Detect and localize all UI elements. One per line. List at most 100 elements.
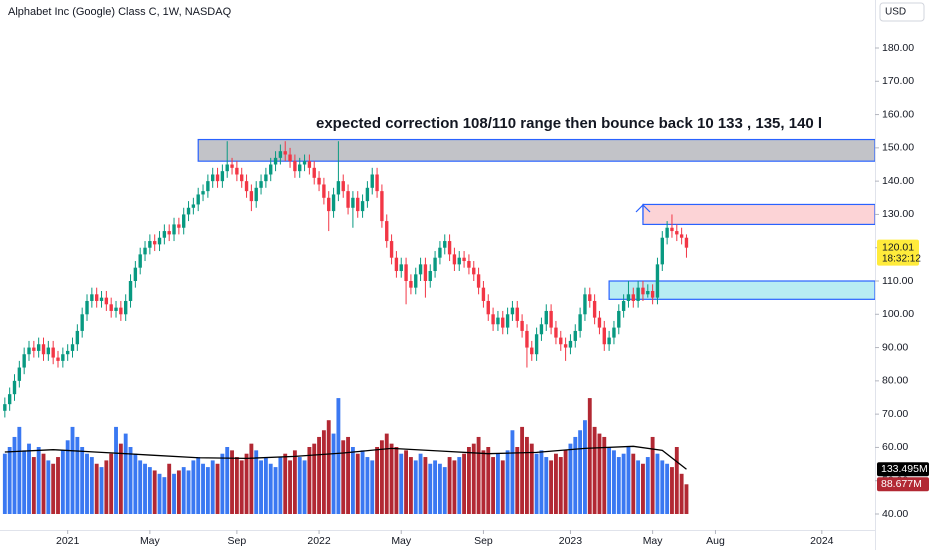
volume-bar	[268, 463, 273, 514]
volume-bar	[249, 443, 254, 514]
volume-bar	[152, 470, 157, 514]
candle-body	[365, 187, 370, 202]
volume-bar	[2, 453, 7, 514]
volume-bar	[539, 450, 544, 514]
volume-bar	[75, 436, 80, 514]
candle-body	[549, 310, 553, 328]
volume-bar	[109, 453, 114, 514]
zone	[608, 280, 875, 300]
y-tick-label: 90.00	[882, 341, 908, 353]
volume-bar	[379, 440, 384, 514]
currency-box[interactable]	[879, 2, 925, 22]
candle-body	[592, 300, 597, 318]
candle-body	[636, 287, 640, 301]
candle-body	[75, 330, 80, 345]
candle-body	[254, 187, 258, 202]
zone	[642, 203, 875, 226]
y-tick-label: 180.00	[882, 42, 914, 54]
volume-bar	[12, 436, 17, 514]
volume-bar	[225, 447, 230, 514]
candle-body	[46, 347, 51, 355]
volume-bar	[408, 457, 413, 514]
y-tick-label: 100.00	[882, 308, 914, 320]
candle-body	[230, 164, 234, 168]
candle-body	[298, 164, 302, 172]
volume-bar	[244, 453, 249, 514]
volume-bar	[621, 453, 626, 514]
candle-body	[259, 181, 263, 188]
volume-bar	[336, 398, 341, 514]
candle-body	[225, 164, 229, 172]
volume-bar	[70, 426, 75, 514]
volume-bar	[341, 440, 346, 514]
candle-body	[162, 231, 167, 238]
volume-bar	[118, 443, 123, 514]
volume-bar	[602, 436, 607, 514]
candle-body	[114, 307, 118, 311]
candle-body	[626, 294, 631, 301]
currency[interactable]: USD	[885, 7, 906, 18]
volume-bar	[670, 467, 674, 514]
volume-bar	[423, 457, 428, 514]
volume-bar	[123, 433, 128, 514]
y-tick-label: 130.00	[882, 208, 914, 220]
volume-bar	[22, 450, 27, 514]
volume-bar	[99, 467, 104, 514]
candle-body	[665, 227, 669, 238]
volume-bar	[220, 453, 225, 514]
candle-body	[128, 281, 133, 301]
candle-body	[249, 191, 254, 202]
candle-body	[588, 294, 592, 301]
volume-bar	[612, 450, 616, 514]
plot-area	[2, 138, 875, 514]
volume-bar	[370, 460, 375, 514]
candle-body	[153, 241, 157, 245]
candle-body	[12, 380, 17, 395]
volume-bar	[239, 460, 244, 514]
candle-body	[351, 197, 355, 208]
volume-bar	[80, 447, 85, 514]
volume-bar	[215, 463, 220, 514]
volume-bar	[85, 453, 89, 514]
volume-bar	[196, 457, 201, 514]
volume-bar	[486, 447, 491, 514]
candle-body	[123, 300, 128, 315]
volume-bar	[558, 457, 563, 514]
candle-body	[65, 350, 70, 355]
volume-bar	[321, 430, 326, 514]
volume-bar	[172, 473, 176, 514]
candle-body	[104, 297, 109, 305]
volume-bar	[645, 457, 650, 514]
volume-bar	[167, 463, 172, 514]
volume-bar	[674, 447, 679, 514]
candle-body	[501, 317, 505, 328]
volume-bar	[27, 443, 31, 514]
volume-bar	[346, 436, 350, 514]
volume-bar	[616, 457, 621, 514]
volume-bar	[302, 460, 307, 514]
candle-body	[510, 307, 515, 315]
candle-body	[32, 347, 36, 351]
volume-bar	[51, 463, 56, 514]
volume-bar	[471, 443, 476, 514]
volume-bar	[355, 453, 360, 514]
candle-body	[491, 314, 495, 325]
candle-body	[583, 294, 587, 315]
volume-ma-line	[4, 445, 687, 470]
candle-body	[670, 227, 674, 232]
volume-bar	[563, 450, 568, 514]
x-tick-label: Sep	[228, 535, 247, 547]
volume-bar	[205, 467, 210, 514]
volume-tag	[877, 477, 929, 492]
volume-bar	[89, 457, 94, 514]
candle-body	[211, 174, 215, 182]
candle-body	[331, 194, 336, 212]
candle-body	[240, 174, 244, 182]
candle-body	[559, 337, 563, 345]
volume-bar	[186, 470, 191, 514]
volume-bar	[607, 447, 612, 514]
volume-bar	[312, 443, 317, 514]
volume-bar	[597, 433, 602, 514]
candle-body	[182, 214, 186, 228]
